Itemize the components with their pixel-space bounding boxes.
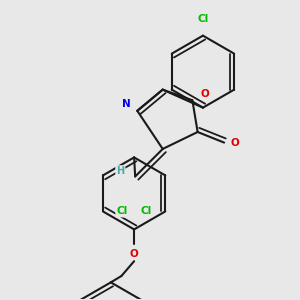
Text: Cl: Cl	[116, 206, 128, 216]
Text: N: N	[122, 100, 131, 110]
Text: Cl: Cl	[141, 206, 152, 216]
Text: O: O	[201, 89, 209, 99]
Text: O: O	[230, 138, 239, 148]
Text: Cl: Cl	[197, 14, 208, 24]
Text: H: H	[116, 166, 124, 176]
Text: O: O	[130, 249, 139, 259]
